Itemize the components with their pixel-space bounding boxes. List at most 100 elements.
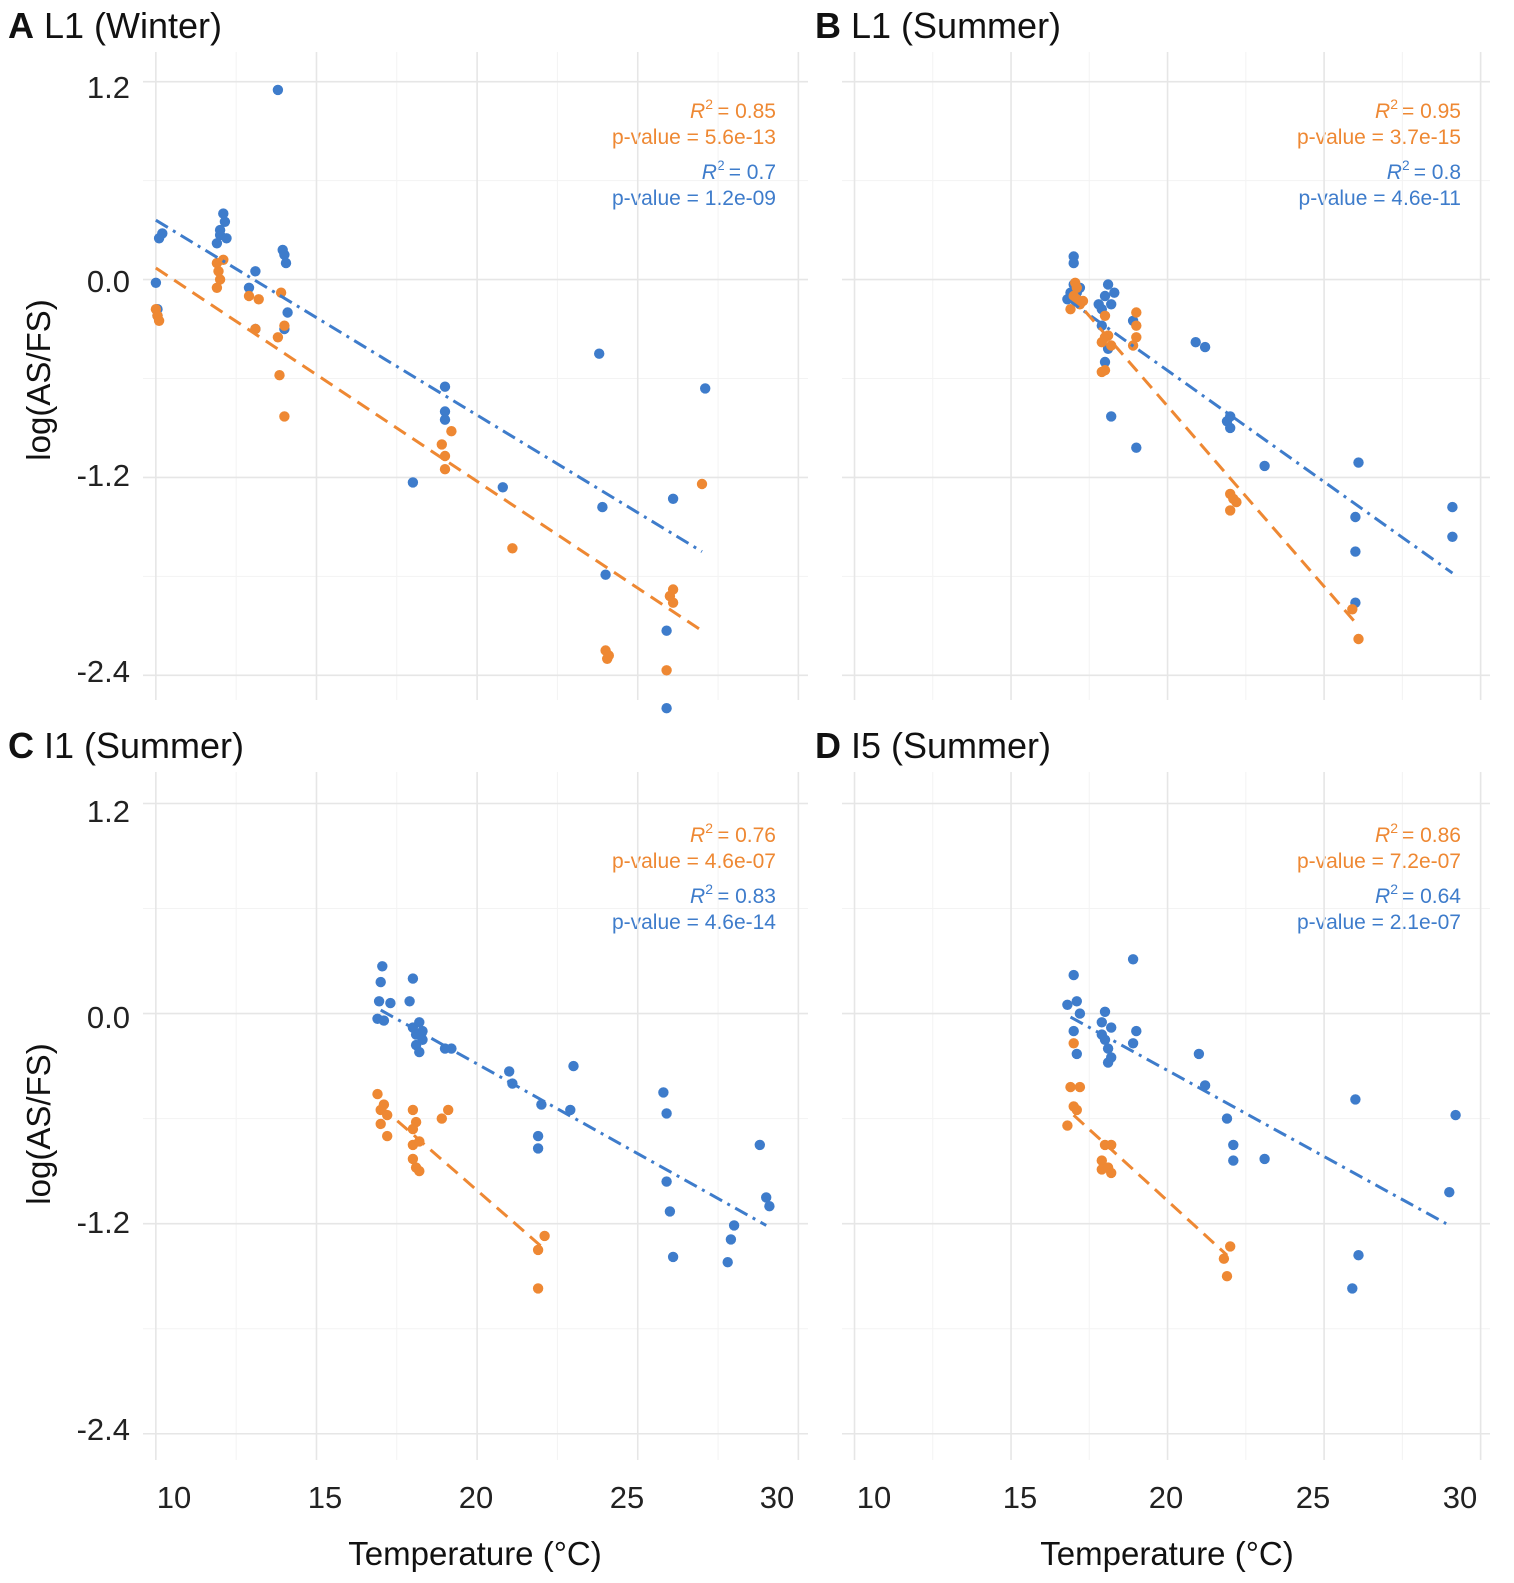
panel-a-orange-point bbox=[274, 370, 285, 381]
panel-b-blue-point bbox=[1225, 422, 1236, 434]
x-tick-label: 15 bbox=[308, 1480, 342, 1515]
panel-d-orange-point bbox=[1106, 1167, 1117, 1179]
panel-b-blue-point bbox=[1190, 337, 1201, 348]
panel-d-blue-point bbox=[1062, 999, 1073, 1010]
panel-a-blue-point bbox=[594, 348, 605, 359]
panel-d-blue-point bbox=[1353, 1250, 1364, 1261]
panel-a-blue-point bbox=[407, 477, 419, 488]
panel-a-blue-p-value: p-value = 1.2e-09 bbox=[612, 187, 776, 210]
panel-c-blue-point bbox=[661, 1176, 672, 1187]
y-tick-label: -2.4 bbox=[77, 654, 130, 689]
panel-c-orange-point bbox=[372, 1088, 383, 1100]
panel-b-blue-fit-line bbox=[1066, 298, 1454, 575]
panel-a-orange-point bbox=[446, 426, 457, 437]
panel-d-orange-point bbox=[1071, 1104, 1083, 1116]
panel-c-blue-point bbox=[404, 996, 415, 1007]
panel-a-blue-point bbox=[439, 406, 451, 417]
x-tick-label: 10 bbox=[857, 1480, 891, 1515]
panel-a-letter: A bbox=[8, 5, 34, 46]
panel-b-blue-point bbox=[1106, 411, 1117, 422]
panel-b-orange-point bbox=[1131, 307, 1142, 318]
panel-d-orange-point bbox=[1096, 1155, 1108, 1166]
panel-c-blue-point bbox=[414, 1017, 425, 1028]
panel-c-blue-point bbox=[722, 1257, 733, 1268]
panel-d-blue-fit-line bbox=[1069, 1015, 1447, 1225]
panel-a-name: L1 (Winter) bbox=[44, 5, 222, 46]
panel-d-blue-point bbox=[1096, 1017, 1108, 1028]
panel-a-blue-point bbox=[221, 233, 232, 244]
panel-d-orange-fit-line bbox=[1072, 1114, 1229, 1257]
panel-c-blue-point bbox=[373, 996, 385, 1007]
panel-c-orange-point bbox=[382, 1130, 393, 1142]
panel-a-blue-point bbox=[700, 383, 711, 394]
panel-d-plot bbox=[842, 772, 1490, 1460]
panel-a-orange-point bbox=[667, 597, 679, 608]
panel-c-blue-point bbox=[532, 1130, 544, 1142]
panel-a-orange-point bbox=[661, 665, 672, 676]
panel-a-blue-point bbox=[282, 307, 293, 318]
panel-b-orange-point bbox=[1071, 282, 1083, 293]
panel-a-blue-point bbox=[439, 414, 451, 425]
panel-a-orange-point bbox=[603, 650, 614, 661]
panel-b-orange-point bbox=[1225, 505, 1236, 516]
y-tick-label: 0.0 bbox=[87, 1000, 130, 1035]
panel-d-blue-point bbox=[1450, 1109, 1461, 1121]
panel-d-name: I5 (Summer) bbox=[851, 725, 1051, 766]
panel-d-orange-point bbox=[1068, 1038, 1079, 1049]
panel-a-orange-point bbox=[279, 320, 290, 331]
panel-a-blue-point bbox=[661, 625, 672, 636]
panel-d-blue-point bbox=[1228, 1139, 1239, 1151]
panel-a-blue-point bbox=[272, 84, 284, 96]
y-tick-label: 1.2 bbox=[87, 794, 130, 829]
panel-d-orange-point bbox=[1074, 1081, 1086, 1093]
panel-d-orange-r2: R2 = 0.86 bbox=[1375, 820, 1461, 847]
panel-c-blue-point bbox=[385, 997, 396, 1009]
panel-c-letter: C bbox=[8, 725, 34, 766]
panel-c-orange-point bbox=[532, 1244, 544, 1256]
panel-a-blue-point bbox=[280, 257, 292, 269]
panel-c-blue-point bbox=[377, 961, 388, 972]
panel-a-blue-point bbox=[214, 224, 226, 236]
x-tick-label: 15 bbox=[1003, 1480, 1037, 1515]
panel-c-blue-point bbox=[565, 1104, 576, 1116]
panel-b-blue-point bbox=[1109, 287, 1120, 298]
panel-c-blue-point bbox=[728, 1220, 740, 1231]
y-tick-label: -2.4 bbox=[77, 1412, 130, 1447]
panel-c-blue-point bbox=[375, 976, 386, 988]
panel-a-orange-point bbox=[275, 287, 287, 298]
panel-b-orange-point bbox=[1131, 332, 1142, 343]
panel-b-blue-point bbox=[1099, 290, 1111, 302]
panel-a-blue-point bbox=[667, 493, 679, 504]
panel-b-orange-point bbox=[1099, 310, 1111, 321]
panel-b-blue-point bbox=[1259, 460, 1270, 472]
panel-a-blue-r2: R2 = 0.7 bbox=[702, 157, 776, 184]
panel-b-orange-point bbox=[1096, 366, 1108, 378]
panel-c-blue-r2: R2 = 0.83 bbox=[690, 881, 776, 908]
panel-c-plot bbox=[143, 772, 808, 1460]
panel-d-orange-p-value: p-value = 7.2e-07 bbox=[1297, 850, 1461, 873]
panel-b-orange-r2: R2 = 0.95 bbox=[1375, 96, 1461, 123]
panel-d-blue-p-value: p-value = 2.1e-07 bbox=[1297, 911, 1461, 934]
panel-a-blue-point bbox=[218, 208, 229, 219]
panel-a-blue-point bbox=[219, 216, 231, 227]
panel-a-orange-point bbox=[436, 439, 447, 450]
panel-a-orange-point bbox=[211, 282, 223, 293]
panel-b-orange-point bbox=[1106, 340, 1117, 351]
panel-d-blue-point bbox=[1259, 1153, 1270, 1165]
panel-d-blue-point bbox=[1444, 1187, 1455, 1198]
panel-b-blue-point bbox=[1350, 546, 1361, 557]
panel-c-blue-point bbox=[754, 1139, 765, 1151]
panel-d-blue-point bbox=[1127, 1038, 1139, 1049]
panel-d-orange-point bbox=[1225, 1241, 1236, 1252]
panel-b-letter: B bbox=[815, 5, 841, 46]
panel-a-orange-point bbox=[213, 266, 224, 277]
panel-b-blue-point bbox=[1106, 299, 1117, 310]
panel-c-blue-point bbox=[725, 1234, 737, 1245]
panel-b-blue-point bbox=[1350, 511, 1361, 523]
panel-a-plot bbox=[143, 52, 808, 714]
panel-a-blue-point bbox=[497, 482, 508, 493]
panel-a-orange-point bbox=[507, 543, 518, 554]
panel-b-blue-p-value: p-value = 4.6e-11 bbox=[1299, 187, 1461, 210]
panel-a-blue-point bbox=[150, 277, 162, 288]
panel-c-blue-point bbox=[661, 1108, 672, 1119]
